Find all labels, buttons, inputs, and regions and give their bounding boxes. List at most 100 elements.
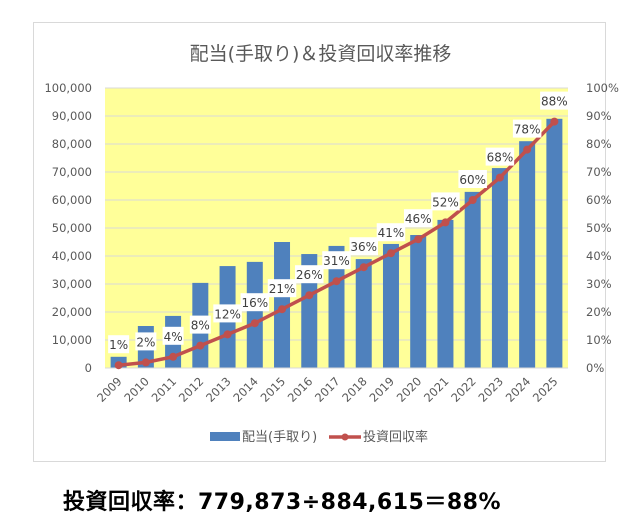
data-label: 21%	[269, 282, 296, 296]
x-tick-label: 2015	[258, 374, 289, 405]
data-label: 12%	[214, 307, 241, 321]
right-axis-tick-label: 10%	[586, 333, 612, 347]
data-label-bg	[295, 265, 324, 284]
payback-rate-point	[468, 196, 477, 204]
left-axis-tick-label: 10,000	[52, 333, 92, 347]
chart-title: 配当(手取り)＆投資回収率推移	[189, 43, 452, 65]
left-axis-tick-label: 0	[85, 361, 92, 375]
x-tick-label: 2010	[121, 374, 152, 405]
payback-rate-point	[223, 330, 232, 339]
left-axis-tick-label: 40,000	[52, 249, 92, 263]
right-axis-tick-label: 60%	[586, 193, 612, 207]
data-label-bg	[431, 192, 460, 211]
left-axis-tick-label: 100,000	[44, 81, 92, 95]
data-label: 4%	[164, 330, 183, 344]
data-label-bg	[267, 279, 297, 298]
data-label-bg	[162, 326, 184, 345]
data-label-bg	[485, 147, 515, 166]
x-tick-label: 2014	[230, 374, 261, 405]
chart: 0 10,000 20,000 30,000 40,000 50,000 60,000 70,…	[44, 81, 619, 445]
payback-rate-point	[414, 235, 423, 244]
payback-rate-point	[550, 117, 559, 126]
left-axis-tick-label: 30,000	[52, 277, 92, 291]
payback-rate-point	[386, 249, 395, 258]
data-label-bg	[213, 304, 242, 323]
right-axis-tick-label: 40%	[586, 249, 612, 263]
data-label-bg	[135, 332, 157, 351]
payback-rate-point	[196, 341, 205, 350]
data-label: 16%	[241, 296, 268, 310]
left-axis-tick-label: 80,000	[52, 137, 92, 151]
data-label-bg	[240, 293, 270, 312]
data-label: 36%	[350, 240, 377, 254]
left-axis-tick-label: 70,000	[52, 165, 92, 179]
right-axis-tick-label: 0%	[586, 361, 604, 375]
right-axis-tick-label: 50%	[586, 221, 612, 235]
bar-2021	[437, 219, 454, 368]
payback-rate-point	[141, 358, 150, 367]
x-tick-label: 2017	[312, 374, 343, 405]
data-label-bg	[349, 237, 378, 256]
x-tick-label: 2018	[339, 374, 370, 405]
x-tick-label: 2024	[503, 374, 534, 405]
right-axis-tick-label: 80%	[586, 137, 612, 151]
bar-2019	[382, 243, 399, 368]
left-axis-tick-label: 50,000	[52, 221, 92, 235]
x-tick-label: 2012	[176, 374, 207, 405]
payback-rate-point	[278, 305, 287, 314]
payback-rate-point	[305, 291, 314, 300]
bar-2014	[246, 261, 263, 368]
right-axis-tick-label: 90%	[586, 109, 612, 123]
data-label: 78%	[514, 123, 541, 137]
bar-2022	[464, 191, 481, 368]
payback-rate-point	[359, 263, 368, 272]
data-label-bg	[189, 315, 211, 334]
x-tick-label: 2016	[285, 374, 316, 405]
payback-summary: 投資回収率：779,873÷884,615＝88%	[63, 490, 501, 515]
data-label: 8%	[191, 319, 210, 333]
x-tick-label: 2011	[149, 374, 180, 405]
data-label-bg	[512, 119, 542, 138]
right-axis-tick-label: 70%	[586, 165, 612, 179]
legend-bar-swatch	[210, 432, 240, 441]
bar-2017	[328, 245, 345, 368]
data-label-bg	[540, 91, 569, 110]
data-label: 88%	[541, 95, 568, 109]
data-label: 46%	[405, 212, 432, 226]
data-label-bg	[322, 251, 351, 270]
payback-rate-point	[169, 352, 178, 361]
data-label-bg	[403, 209, 433, 228]
legend-label-dividends: 配当(手取り)	[242, 430, 317, 445]
data-label-bg	[108, 335, 130, 354]
bar-2024	[519, 141, 536, 368]
bar-2023	[491, 168, 508, 368]
left-axis-tick-label: 20,000	[52, 305, 92, 319]
x-tick-label: 2013	[203, 374, 234, 405]
payback-rate-point	[332, 277, 341, 286]
legend-label-payback-rate: 投資回収率	[363, 429, 428, 445]
data-label-bg	[376, 223, 406, 242]
payback-rate-point	[495, 173, 504, 182]
right-axis-tick-label: 20%	[586, 305, 612, 319]
legend-line-marker	[341, 433, 349, 441]
data-label: 41%	[378, 226, 405, 240]
bar-2015	[274, 242, 291, 368]
data-label: 60%	[459, 173, 486, 187]
payback-rate-point	[250, 319, 259, 328]
data-label: 31%	[323, 254, 350, 268]
right-axis-tick-label: 30%	[586, 277, 612, 291]
x-tick-label: 2020	[394, 374, 425, 405]
bar-2018	[355, 259, 372, 368]
x-tick-label: 2021	[421, 374, 452, 405]
data-label: 1%	[109, 338, 128, 352]
data-label-bg	[458, 170, 487, 188]
bar-2020	[410, 235, 427, 368]
payback-rate-point	[441, 218, 450, 227]
data-label: 2%	[136, 335, 155, 349]
data-label: 52%	[432, 195, 459, 209]
x-tick-label: 2009	[94, 374, 125, 405]
x-tick-label: 2023	[475, 374, 506, 405]
x-tick-label: 2019	[366, 374, 397, 405]
left-axis-tick-label: 90,000	[52, 109, 92, 123]
x-tick-label: 2025	[530, 374, 561, 405]
